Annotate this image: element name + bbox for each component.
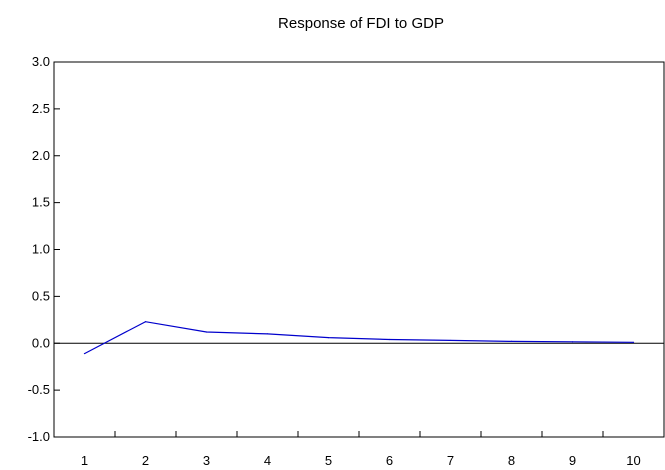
x-tick-label: 8 [508,453,515,468]
y-tick-label: 2.0 [32,148,50,163]
x-tick-label: 6 [386,453,393,468]
x-tick-label: 9 [569,453,576,468]
y-tick-label: 0.0 [32,335,50,350]
series-line [84,321,634,355]
data-point [449,339,452,342]
y-axis: -1.0 -0.5 0.0 0.5 1.0 1.5 2.0 2.5 3.0 [28,54,60,444]
y-tick-label: 2.5 [32,101,50,116]
x-tick-label: 2 [142,453,149,468]
data-point [205,331,208,333]
y-tick-label: 0.5 [32,288,50,303]
data-point [327,337,330,339]
data-point [571,341,574,343]
x-axis: 1 2 3 4 5 6 7 8 9 10 [81,431,641,468]
y-tick-label: 1.0 [32,242,50,257]
data-point [388,338,391,341]
data-point [144,321,147,323]
x-tick-label: 7 [447,453,454,468]
plot-frame [53,61,665,438]
data-point [266,333,269,335]
data-point [632,341,635,343]
y-tick-label: -0.5 [28,382,50,397]
x-tick-label: 1 [81,453,88,468]
y-tick-label: -1.0 [28,429,50,444]
y-tick-label: 1.5 [32,195,50,210]
y-tick-label: 3.0 [32,54,50,69]
chart-title: Response of FDI to GDP [278,15,444,32]
x-tick-label: 3 [203,453,210,468]
data-point [510,340,513,342]
series-group [83,321,635,355]
x-tick-label: 10 [626,453,640,468]
data-point [83,352,86,355]
x-tick-label: 5 [325,453,332,468]
x-tick-label: 4 [264,453,271,468]
